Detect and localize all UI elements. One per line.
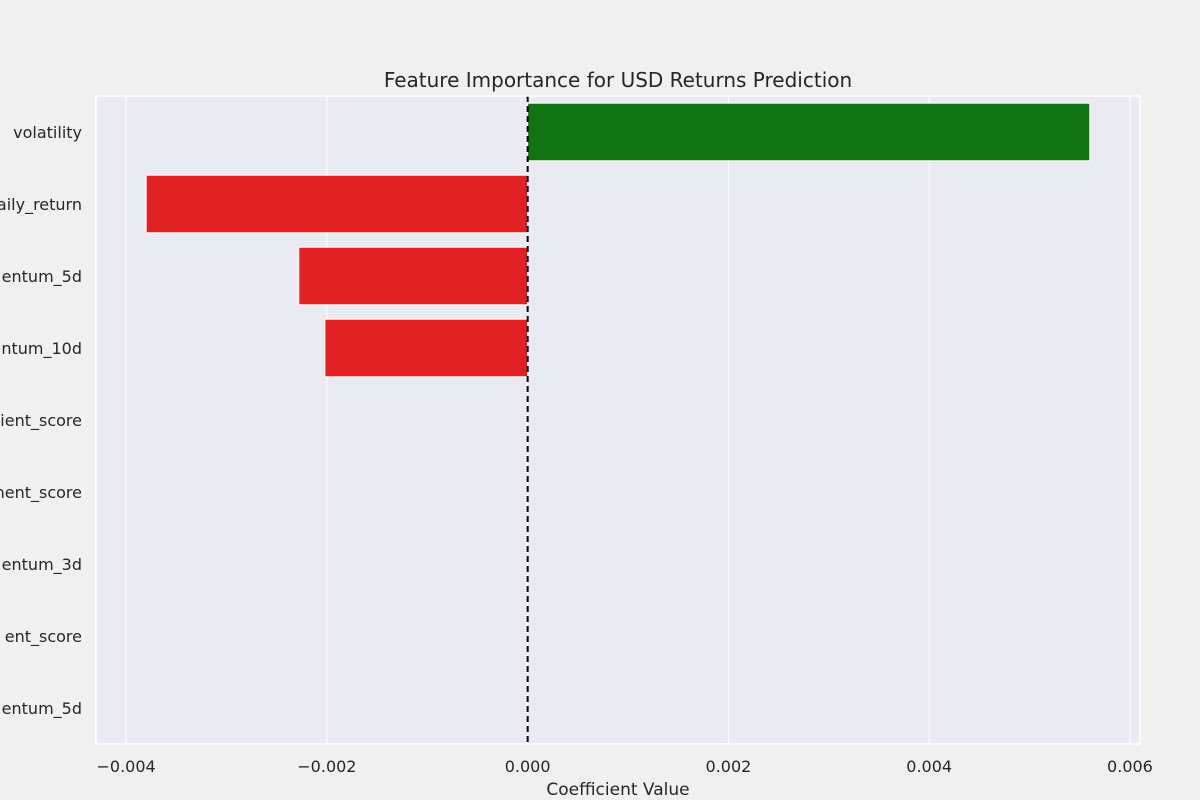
x-tick-label: −0.002 bbox=[297, 757, 356, 776]
y-tick-label: aily_return bbox=[0, 195, 82, 215]
bar bbox=[324, 318, 529, 378]
y-tick-label: ntum_10d bbox=[1, 339, 82, 359]
x-tick-label: 0.004 bbox=[906, 757, 952, 776]
bar bbox=[298, 246, 529, 306]
y-tick-label: ent_score bbox=[5, 627, 82, 647]
x-tick-label: 0.006 bbox=[1107, 757, 1153, 776]
plot-frame bbox=[95, 95, 1141, 745]
y-tick-label: ient_score bbox=[0, 411, 82, 431]
x-axis-label: Coefficient Value bbox=[546, 780, 689, 800]
x-axis-tick-labels: −0.004 −0.002 0.000 0.002 0.004 0.006 bbox=[97, 757, 1153, 776]
x-tick-label: −0.004 bbox=[97, 757, 156, 776]
y-tick-label: entum_3d bbox=[2, 555, 82, 575]
y-tick-label: entum_5d bbox=[2, 267, 82, 287]
x-tick-label: 0.000 bbox=[505, 757, 551, 776]
bar bbox=[527, 102, 1091, 162]
y-tick-label: volatility bbox=[13, 123, 82, 142]
y-tick-label: nent_score bbox=[0, 483, 82, 503]
y-axis-tick-labels: volatility aily_return entum_5d ntum_10dien… bbox=[0, 123, 82, 719]
y-tick-label: entum_5d bbox=[2, 699, 82, 719]
bar bbox=[145, 174, 529, 234]
chart-title: Feature Importance for USD Returns Predi… bbox=[384, 68, 852, 92]
bars bbox=[145, 102, 1091, 378]
x-tick-label: 0.002 bbox=[706, 757, 752, 776]
